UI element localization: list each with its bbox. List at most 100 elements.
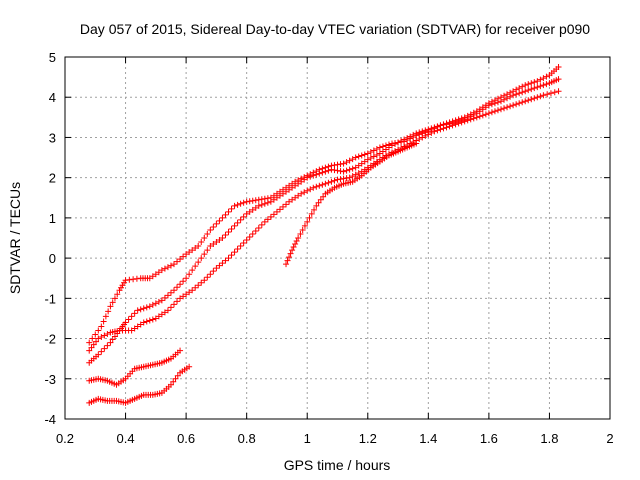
data-point <box>122 319 129 326</box>
data-point <box>146 275 153 282</box>
data-point <box>207 271 214 278</box>
data-point <box>522 88 529 95</box>
y-tick-label: 3 <box>49 130 56 145</box>
x-tick-label: 1.4 <box>419 431 437 446</box>
data-point <box>161 309 168 316</box>
data-point <box>416 135 423 142</box>
data-point <box>155 298 162 305</box>
data-point <box>170 378 177 385</box>
data-point <box>425 131 432 138</box>
data-point <box>180 293 187 300</box>
data-point <box>107 339 114 346</box>
data-point <box>322 180 329 187</box>
data-point <box>528 80 535 87</box>
data-point <box>104 342 111 349</box>
data-point <box>128 313 135 320</box>
data-point <box>316 170 323 177</box>
data-point <box>143 304 150 311</box>
data-point <box>307 186 314 193</box>
data-point <box>289 196 296 203</box>
series-track-d <box>283 140 420 268</box>
data-point <box>210 223 217 230</box>
data-point <box>101 332 108 339</box>
data-point <box>204 247 211 254</box>
series-track-b <box>86 76 562 354</box>
data-point <box>325 167 332 174</box>
data-point <box>543 73 550 80</box>
data-point <box>152 300 159 307</box>
data-point <box>92 331 99 338</box>
data-point <box>540 75 547 82</box>
x-tick-label: 1 <box>304 431 311 446</box>
data-point <box>334 167 341 174</box>
data-point <box>306 214 313 221</box>
data-point <box>174 284 181 291</box>
data-point <box>355 153 362 160</box>
data-point <box>192 245 199 252</box>
data-point <box>537 76 544 83</box>
data-point <box>107 303 114 310</box>
data-point <box>252 204 259 211</box>
data-point <box>149 273 156 280</box>
series-track-f <box>86 363 193 406</box>
data-point <box>367 155 374 162</box>
data-point <box>186 271 193 278</box>
data-point <box>158 267 165 274</box>
data-point <box>101 345 108 352</box>
data-point <box>264 199 271 206</box>
data-point <box>222 231 229 238</box>
data-point <box>258 201 265 208</box>
data-point <box>531 85 538 92</box>
data-point <box>292 241 299 248</box>
data-point <box>234 219 241 226</box>
data-point <box>216 217 223 224</box>
data-point <box>164 264 171 271</box>
data-point <box>458 119 465 126</box>
data-point <box>292 194 299 201</box>
y-tick-label: 4 <box>49 90 56 105</box>
data-point <box>504 95 511 102</box>
data-point <box>240 213 247 220</box>
data-point <box>352 171 359 178</box>
data-point <box>255 224 262 231</box>
data-point <box>177 347 184 354</box>
data-point <box>198 239 205 246</box>
data-point <box>128 327 135 334</box>
data-point <box>343 167 350 174</box>
data-point <box>543 81 550 88</box>
data-point <box>237 200 244 207</box>
data-point <box>349 173 356 180</box>
data-point <box>186 289 193 296</box>
data-point <box>213 220 220 227</box>
data-point <box>261 218 268 225</box>
data-point <box>195 259 202 266</box>
data-point <box>276 192 283 199</box>
data-point <box>522 82 529 89</box>
data-point <box>167 289 174 296</box>
data-point <box>537 93 544 100</box>
data-point <box>513 101 520 108</box>
data-point <box>461 118 468 125</box>
data-point <box>174 372 181 379</box>
data-point <box>370 153 377 160</box>
data-point <box>158 311 165 318</box>
plot-frame <box>64 56 611 420</box>
data-point <box>143 318 150 325</box>
data-point <box>452 121 459 128</box>
data-point <box>367 149 374 156</box>
data-point <box>237 216 244 223</box>
data-point <box>364 156 371 163</box>
data-point <box>276 206 283 213</box>
data-point <box>525 81 532 88</box>
x-axis-ticks: 0.2 0.4 0.6 0.8 1 1.2 1.4 1.6 1.8 2 <box>56 57 614 446</box>
data-point <box>198 279 205 286</box>
data-point <box>337 168 344 175</box>
data-point <box>382 146 389 153</box>
data-point <box>177 281 184 288</box>
data-point <box>455 120 462 127</box>
data-point <box>201 277 208 284</box>
data-point <box>501 105 508 112</box>
data-point <box>346 166 353 173</box>
data-point <box>419 128 426 135</box>
data-point <box>482 104 489 111</box>
